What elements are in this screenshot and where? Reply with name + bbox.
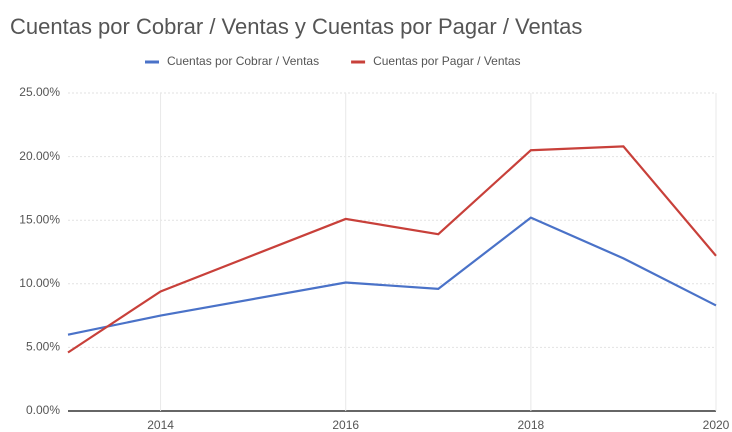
series-line	[67, 216, 717, 336]
y-tick-label: 20.00%	[19, 149, 60, 163]
y-tick-label: 5.00%	[26, 340, 60, 354]
x-tick-label: 2018	[518, 418, 545, 432]
y-tick-label: 15.00%	[19, 212, 60, 226]
legend-label: Cuentas por Pagar / Ventas	[373, 54, 520, 68]
series-line	[67, 145, 717, 354]
y-tick-label: 25.00%	[19, 85, 60, 99]
y-tick-label: 0.00%	[26, 403, 60, 417]
x-tick-label: 2020	[703, 418, 730, 432]
legend-label: Cuentas por Cobrar / Ventas	[167, 54, 319, 68]
x-tick-label: 2014	[147, 418, 174, 432]
y-tick-label: 10.00%	[19, 276, 60, 290]
chart-title: Cuentas por Cobrar / Ventas y Cuentas po…	[10, 14, 582, 39]
x-tick-label: 2016	[332, 418, 359, 432]
